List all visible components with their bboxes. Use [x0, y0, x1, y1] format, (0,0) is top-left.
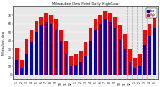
- Title: Milwaukee Dew Point Daily High/Low: Milwaukee Dew Point Daily High/Low: [52, 2, 119, 6]
- Bar: [108, 13, 112, 75]
- Bar: [118, 25, 122, 75]
- Bar: [113, 17, 117, 75]
- Bar: [59, 30, 63, 75]
- Bar: [54, 19, 58, 75]
- Bar: [65, 54, 67, 75]
- Bar: [99, 24, 102, 75]
- Bar: [153, 28, 156, 75]
- Bar: [70, 66, 72, 75]
- Bar: [84, 42, 88, 75]
- Bar: [153, 17, 156, 75]
- Bar: [138, 66, 141, 75]
- Bar: [64, 41, 68, 75]
- Bar: [20, 60, 24, 75]
- Bar: [109, 22, 112, 75]
- Bar: [40, 17, 43, 75]
- Bar: [94, 19, 97, 75]
- Bar: [15, 48, 19, 75]
- Bar: [69, 56, 73, 75]
- Bar: [25, 54, 28, 75]
- Bar: [35, 21, 38, 75]
- Bar: [94, 30, 97, 75]
- Bar: [104, 19, 107, 75]
- Bar: [79, 51, 83, 75]
- Bar: [119, 39, 121, 75]
- Bar: [35, 32, 38, 75]
- Y-axis label: Milwaukee, dew: Milwaukee, dew: [2, 31, 6, 55]
- Bar: [114, 28, 116, 75]
- Bar: [133, 68, 136, 75]
- Legend: Low, High: Low, High: [146, 8, 156, 18]
- Bar: [128, 49, 132, 75]
- Bar: [60, 41, 62, 75]
- Bar: [143, 45, 146, 75]
- Bar: [25, 39, 28, 75]
- Bar: [89, 41, 92, 75]
- Bar: [30, 42, 33, 75]
- Bar: [84, 56, 87, 75]
- Bar: [148, 36, 151, 75]
- Bar: [50, 24, 52, 75]
- Bar: [44, 13, 48, 75]
- Bar: [148, 24, 151, 75]
- Bar: [133, 58, 137, 75]
- Bar: [129, 62, 131, 75]
- Bar: [74, 54, 78, 75]
- Bar: [79, 62, 82, 75]
- Bar: [123, 34, 127, 75]
- Bar: [40, 25, 43, 75]
- Bar: [103, 11, 107, 75]
- Bar: [20, 68, 23, 75]
- Bar: [138, 54, 142, 75]
- Bar: [99, 15, 102, 75]
- Bar: [15, 60, 18, 75]
- Bar: [124, 49, 126, 75]
- Bar: [45, 22, 48, 75]
- Bar: [30, 30, 33, 75]
- Bar: [143, 30, 147, 75]
- Bar: [55, 30, 57, 75]
- Bar: [89, 28, 92, 75]
- Bar: [49, 15, 53, 75]
- Bar: [74, 65, 77, 75]
